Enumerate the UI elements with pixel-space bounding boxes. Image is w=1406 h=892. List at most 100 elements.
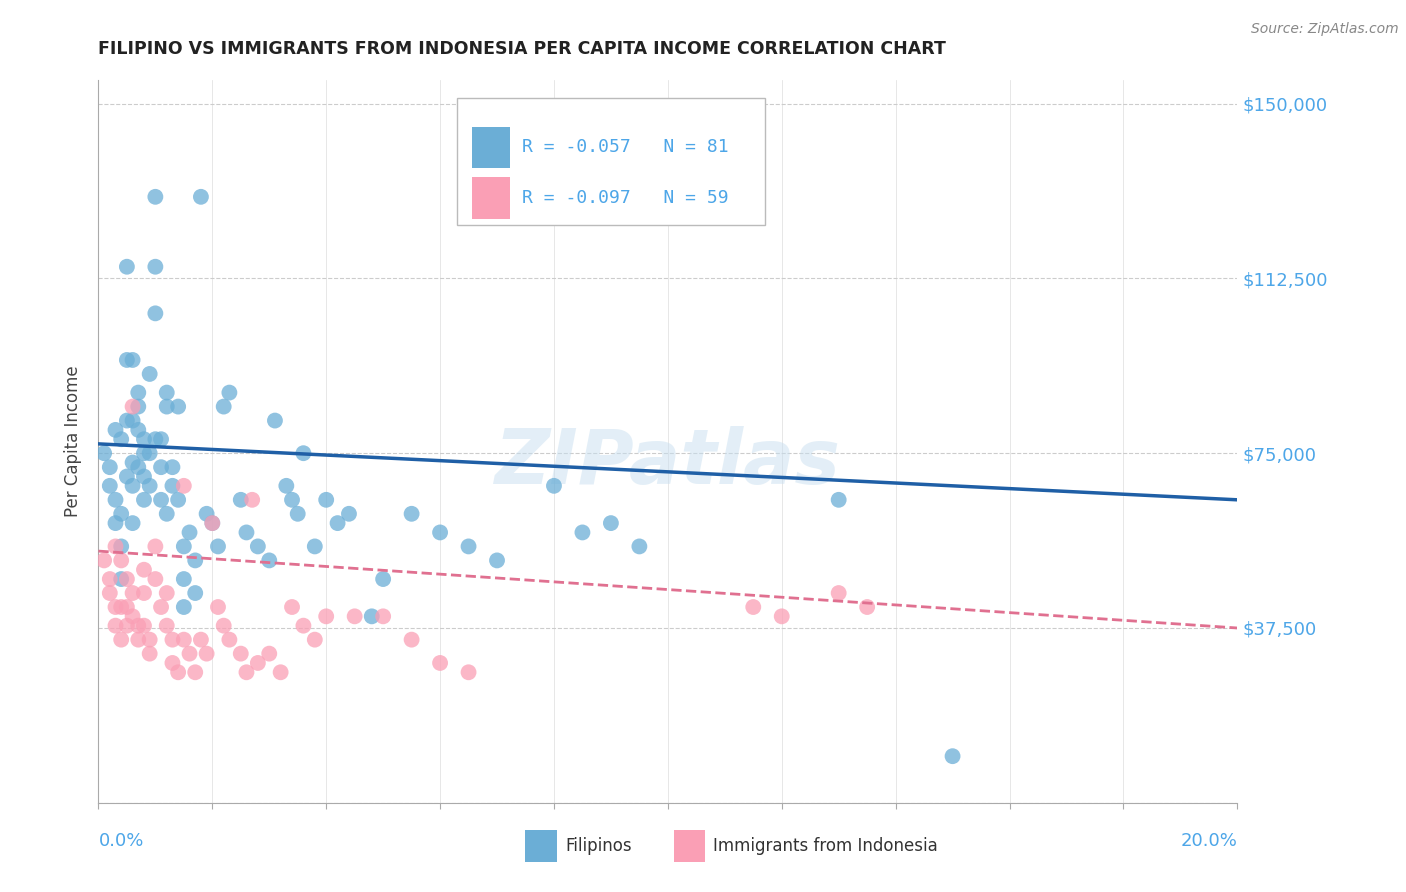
Text: R = -0.097   N = 59: R = -0.097 N = 59 (522, 189, 728, 207)
Point (162, 632, 184, 647)
Point (98, 586, 121, 600)
Y-axis label: Per Capita Income: Per Capita Income (65, 366, 83, 517)
Point (121, 400, 143, 414)
Point (207, 540, 229, 554)
Point (167, 400, 190, 414)
Point (110, 632, 132, 647)
Point (270, 665, 292, 680)
Point (150, 492, 173, 507)
Point (207, 600, 229, 615)
FancyBboxPatch shape (472, 127, 509, 169)
Point (121, 479, 143, 493)
Point (828, 492, 851, 507)
Point (304, 540, 326, 554)
Point (98, 460, 121, 475)
Text: Immigrants from Indonesia: Immigrants from Indonesia (713, 838, 938, 855)
Point (195, 507, 218, 521)
Point (770, 609, 793, 624)
Point (138, 647, 160, 661)
Point (110, 540, 132, 554)
Point (179, 647, 201, 661)
Point (229, 647, 252, 661)
Point (121, 586, 143, 600)
Point (942, 749, 965, 764)
Point (173, 479, 195, 493)
Point (401, 507, 423, 521)
Point (132, 446, 155, 460)
Text: Filipinos: Filipinos (565, 838, 631, 855)
Point (115, 353, 138, 368)
Point (360, 609, 382, 624)
Point (246, 656, 269, 670)
Point (315, 609, 337, 624)
Point (132, 618, 155, 632)
FancyBboxPatch shape (673, 830, 706, 862)
Point (240, 492, 263, 507)
Point (162, 460, 184, 475)
Point (373, 609, 395, 624)
Point (742, 600, 765, 615)
Point (110, 600, 132, 615)
Point (315, 492, 337, 507)
Point (173, 600, 195, 615)
Point (93, 446, 115, 460)
Point (190, 632, 212, 647)
Point (121, 456, 143, 470)
Point (145, 540, 167, 554)
Point (132, 492, 155, 507)
FancyBboxPatch shape (457, 98, 765, 225)
Point (121, 609, 143, 624)
Point (235, 665, 257, 680)
Point (138, 479, 160, 493)
Point (184, 553, 207, 567)
Point (115, 618, 138, 632)
Point (93, 553, 115, 567)
Point (104, 540, 127, 554)
Point (571, 525, 593, 540)
Text: Source: ZipAtlas.com: Source: ZipAtlas.com (1251, 22, 1399, 37)
Point (138, 367, 160, 381)
Point (138, 446, 160, 460)
Point (132, 469, 155, 483)
Point (486, 553, 509, 567)
Point (156, 507, 179, 521)
Point (115, 600, 138, 615)
Point (856, 600, 879, 615)
Point (429, 525, 451, 540)
Point (115, 260, 138, 274)
Point (150, 460, 173, 475)
Point (195, 647, 218, 661)
Point (98, 572, 121, 586)
Point (259, 553, 281, 567)
Point (259, 647, 281, 661)
Point (162, 656, 184, 670)
Point (145, 260, 167, 274)
Point (326, 516, 349, 530)
Point (201, 516, 224, 530)
Point (110, 572, 132, 586)
Point (115, 469, 138, 483)
Point (292, 446, 315, 460)
Point (229, 492, 252, 507)
Point (600, 516, 623, 530)
Point (162, 479, 184, 493)
Point (127, 385, 149, 400)
Text: ZIPatlas: ZIPatlas (495, 426, 841, 500)
Point (145, 306, 167, 320)
Point (173, 632, 195, 647)
Point (343, 609, 366, 624)
Point (150, 432, 173, 446)
Point (110, 432, 132, 446)
Point (145, 432, 167, 446)
Point (218, 632, 240, 647)
Point (173, 572, 195, 586)
Point (184, 665, 207, 680)
Point (132, 432, 155, 446)
Point (218, 385, 240, 400)
Point (190, 190, 212, 204)
Point (429, 656, 451, 670)
Point (292, 618, 315, 632)
Point (287, 507, 309, 521)
Point (828, 586, 851, 600)
Point (184, 586, 207, 600)
